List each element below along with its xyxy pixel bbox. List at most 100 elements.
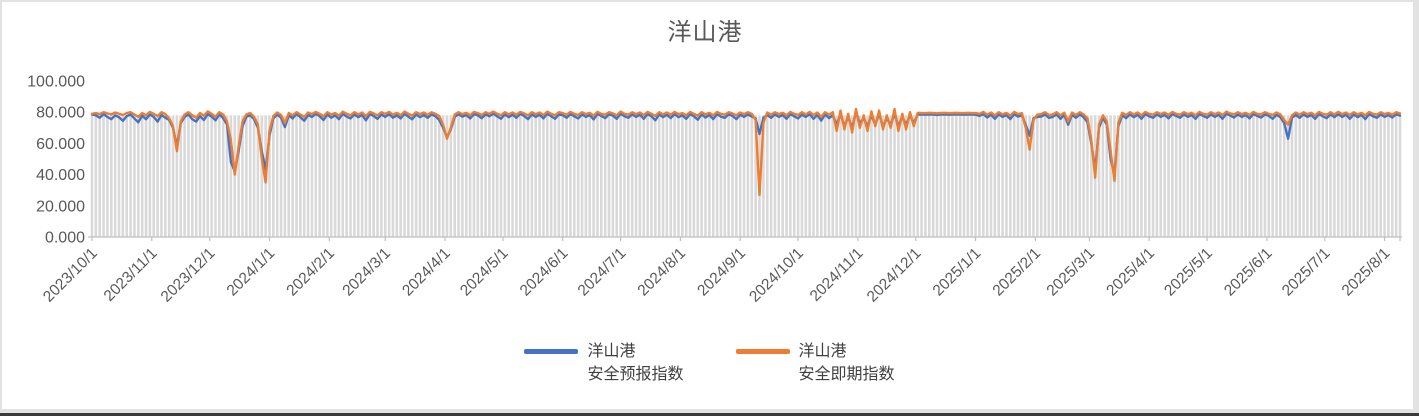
- background-bar: [194, 115, 198, 237]
- background-bar: [275, 115, 279, 237]
- background-bar: [144, 115, 148, 237]
- background-bar: [931, 115, 935, 237]
- background-bar: [1259, 115, 1263, 237]
- background-bar: [545, 115, 549, 237]
- background-bar: [1120, 115, 1124, 237]
- background-bar: [573, 115, 576, 237]
- background-bar: [800, 115, 804, 237]
- background-bar: [1051, 115, 1055, 237]
- background-bar: [893, 115, 896, 237]
- background-bar: [1024, 115, 1028, 237]
- y-axis-label: 80.000: [36, 105, 85, 122]
- background-bar: [819, 115, 823, 237]
- y-axis-label: 40.000: [36, 167, 85, 184]
- background-bar: [557, 115, 561, 237]
- chart-title: 洋山港: [667, 19, 743, 46]
- background-bar: [812, 115, 815, 237]
- background-bar: [187, 115, 190, 237]
- background-bar: [769, 115, 773, 237]
- background-bar: [638, 115, 642, 237]
- background-bar: [951, 115, 954, 237]
- background-bar: [966, 115, 970, 237]
- background-bar: [1140, 115, 1143, 237]
- x-axis-label: 2024/4/1: [399, 245, 454, 300]
- spot-index-line: [90, 107, 1402, 197]
- background-bar: [569, 115, 572, 237]
- background-bar: [1286, 115, 1290, 237]
- background-bar: [1082, 115, 1085, 237]
- background-bar: [1244, 115, 1247, 237]
- background-bar: [565, 115, 568, 237]
- background-bar: [592, 115, 595, 237]
- background-bar: [441, 115, 445, 237]
- background-bar: [1221, 115, 1224, 237]
- legend-label-forecast-line2: 安全预报指数: [587, 365, 684, 383]
- background-bar: [1194, 115, 1197, 237]
- background-bar: [407, 115, 410, 237]
- background-bar: [530, 115, 534, 237]
- background-bar: [133, 115, 136, 237]
- spot-line-swatch: [735, 349, 790, 354]
- background-bar: [1371, 115, 1375, 237]
- background-bar: [642, 115, 646, 237]
- background-bar: [206, 115, 210, 237]
- background-bar: [364, 115, 368, 237]
- background-bar: [1225, 115, 1228, 237]
- background-bar: [576, 115, 580, 237]
- background-bar: [140, 115, 144, 237]
- x-axis-label: 2025/2/1: [990, 245, 1045, 300]
- window-border-bottom-dark: [0, 413, 1419, 416]
- background-bar: [684, 115, 688, 237]
- background-bar: [588, 115, 592, 237]
- background-bar: [792, 115, 796, 237]
- background-bar: [1063, 115, 1066, 237]
- background-bar: [1267, 115, 1271, 237]
- background-bar: [117, 115, 121, 237]
- background-bar: [785, 115, 788, 237]
- background-bar: [1294, 115, 1298, 237]
- x-axis-label: 2024/9/1: [694, 245, 749, 300]
- background-bar: [160, 115, 163, 237]
- background-bar: [839, 115, 842, 237]
- background-bar: [511, 115, 514, 237]
- background-bar: [310, 115, 314, 237]
- background-bar: [850, 115, 854, 237]
- background-bar: [183, 115, 186, 237]
- background-bar: [646, 115, 649, 237]
- background-bar: [939, 115, 943, 237]
- background-bar: [843, 115, 846, 237]
- background-bar: [970, 115, 974, 237]
- background-bar: [410, 115, 414, 237]
- background-bar: [1171, 115, 1174, 237]
- x-axis-label: 2025/1/1: [930, 245, 985, 300]
- background-bar: [1124, 115, 1128, 237]
- background-bar: [1333, 115, 1336, 237]
- background-bar: [669, 115, 673, 237]
- background-bar: [889, 115, 892, 237]
- x-axis-label: 2024/8/1: [635, 245, 690, 300]
- background-bar: [1117, 115, 1120, 237]
- background-bar: [472, 115, 476, 237]
- background-bar: [1101, 115, 1105, 237]
- background-bar: [1147, 115, 1151, 237]
- background-bar: [596, 115, 599, 237]
- background-bar: [1009, 115, 1012, 237]
- background-bar: [129, 115, 132, 237]
- background-bar: [1240, 115, 1244, 237]
- background-bar: [245, 115, 248, 237]
- background-bar: [1016, 115, 1020, 237]
- y-axis-label: 60.000: [36, 136, 85, 153]
- x-axis-label: 2025/5/1: [1161, 245, 1216, 300]
- background-bar: [353, 115, 356, 237]
- background-bar: [287, 115, 291, 237]
- background-bar: [318, 115, 321, 237]
- background-bar: [1282, 115, 1286, 237]
- x-axis-label: 2024/1/1: [224, 245, 279, 300]
- background-bar: [1136, 115, 1139, 237]
- background-bar: [356, 115, 360, 237]
- background-bar: [1032, 115, 1035, 237]
- background-bar: [665, 115, 669, 237]
- x-axis-label: 2024/11/1: [807, 245, 867, 305]
- background-bar: [600, 115, 603, 237]
- background-bar: [854, 115, 858, 237]
